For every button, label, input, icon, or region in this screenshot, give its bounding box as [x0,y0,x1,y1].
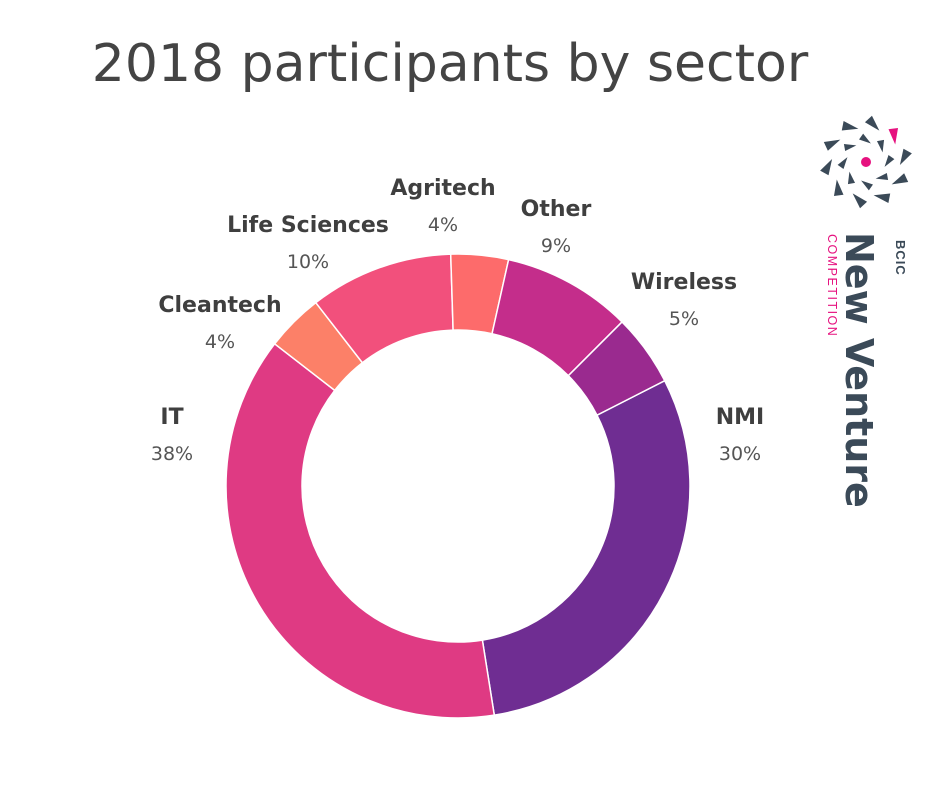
logo-org-text: BCIC [893,240,908,276]
slice-it [225,342,496,719]
slice-name-label: Cleantech [158,293,281,318]
slice-name-label: Wireless [631,270,737,295]
slice-wireless [567,320,666,417]
slice-name-label: NMI [716,405,765,430]
pinwheel-blade [884,155,895,167]
pinwheel-blade [876,139,885,153]
slice-value-label: 38% [151,443,193,465]
chart-title: 2018 participants by sector [91,34,809,94]
pinwheel-blade [820,158,833,176]
pinwheel-blade [891,173,909,185]
slice-value-label: 4% [205,331,235,353]
slice-name-label: Other [521,197,592,222]
pinwheel-blade [861,180,873,191]
slice-value-label: 9% [541,235,571,257]
pinwheel-blade [859,133,871,144]
pinwheel-blade [843,143,857,152]
bcic-new-ventures-logo: BCIC New Ventures COMPETITION [810,112,920,507]
pinwheel-blade [864,115,880,131]
slice-value-label: 4% [428,214,458,236]
slice-nmi [481,379,691,717]
logo-subtitle-text: COMPETITION [825,234,839,337]
pinwheel-blade [841,121,859,131]
pinwheel-blade [847,171,856,185]
slice-name-label: Agritech [390,176,495,201]
pinwheel-blade [875,172,889,181]
slice-name-label: Life Sciences [227,213,389,238]
pinwheel-blade [873,193,891,203]
pinwheel-icon [820,115,912,209]
logo-name-text: New Ventures [837,232,881,507]
pinwheel-center-dot [861,157,871,167]
pinwheel-blade [833,179,844,196]
pinwheel-blade [823,139,841,151]
slice-name-label: IT [160,405,183,430]
logo-text: BCIC New Ventures COMPETITION [825,232,908,507]
pinwheel-blade [837,157,848,169]
slice-value-label: 10% [287,251,329,273]
pinwheel-blade [888,128,899,145]
pinwheel-blade [899,148,912,166]
pinwheel-blade [852,193,868,209]
slice-value-label: 30% [719,443,761,465]
slice-value-label: 5% [669,308,699,330]
